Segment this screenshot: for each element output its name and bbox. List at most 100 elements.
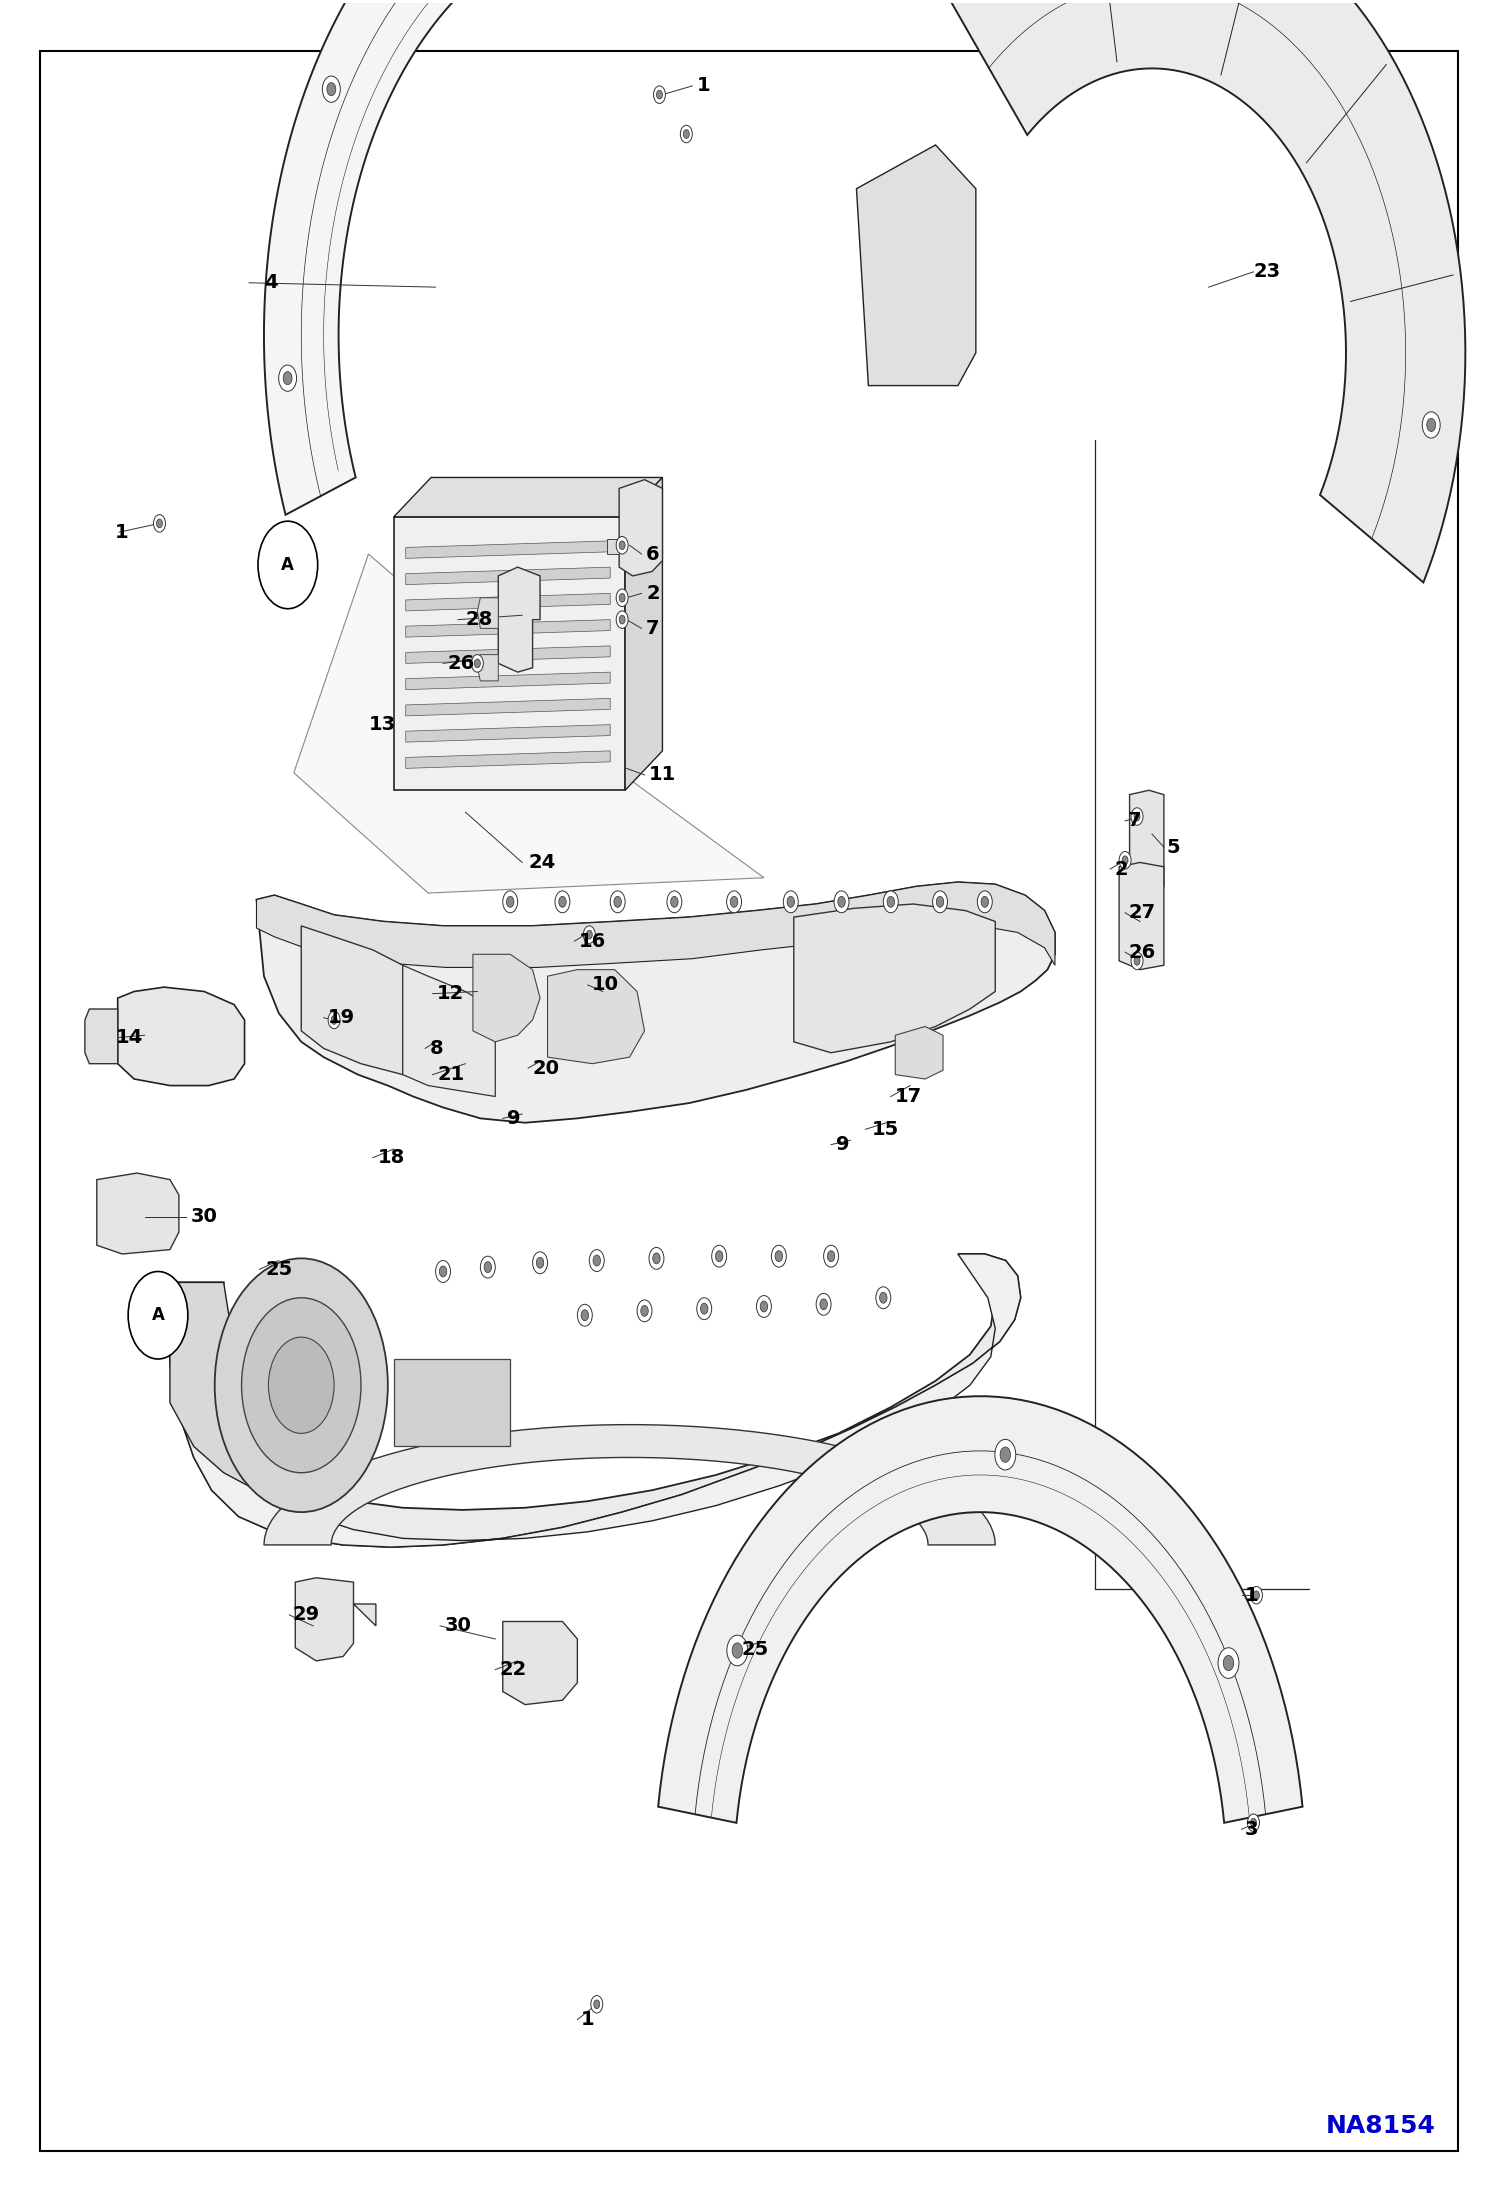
- Circle shape: [759, 1300, 767, 1311]
- Text: 9: 9: [836, 1136, 849, 1154]
- Polygon shape: [406, 724, 610, 741]
- Circle shape: [653, 1252, 661, 1263]
- Polygon shape: [406, 671, 610, 689]
- Polygon shape: [619, 480, 662, 577]
- Text: 12: 12: [437, 985, 464, 1002]
- Text: 16: 16: [578, 932, 607, 952]
- Text: 27: 27: [1128, 904, 1155, 923]
- Polygon shape: [256, 882, 1055, 967]
- Circle shape: [590, 1996, 602, 2013]
- Circle shape: [667, 890, 682, 912]
- Circle shape: [331, 1015, 337, 1024]
- Circle shape: [475, 660, 481, 667]
- Circle shape: [1131, 952, 1143, 969]
- Polygon shape: [256, 882, 1055, 1123]
- Text: A: A: [151, 1307, 165, 1325]
- Polygon shape: [896, 1026, 944, 1079]
- Circle shape: [783, 890, 798, 912]
- Circle shape: [619, 542, 625, 550]
- Polygon shape: [169, 1254, 1020, 1546]
- Polygon shape: [478, 656, 499, 680]
- Polygon shape: [1129, 789, 1164, 890]
- Text: 17: 17: [896, 1088, 923, 1105]
- Circle shape: [1131, 807, 1143, 825]
- Circle shape: [733, 1643, 743, 1658]
- Circle shape: [637, 1300, 652, 1322]
- Text: 18: 18: [377, 1149, 404, 1167]
- Circle shape: [1426, 419, 1435, 432]
- Text: A: A: [282, 557, 294, 575]
- Circle shape: [981, 897, 989, 908]
- Polygon shape: [503, 1621, 577, 1704]
- Circle shape: [503, 890, 518, 912]
- Polygon shape: [403, 965, 496, 1096]
- Circle shape: [1001, 1447, 1011, 1463]
- Polygon shape: [294, 555, 764, 893]
- Text: 1: 1: [1245, 1586, 1258, 1605]
- Circle shape: [680, 125, 692, 143]
- Circle shape: [887, 897, 894, 908]
- Polygon shape: [406, 697, 610, 715]
- Circle shape: [536, 1257, 544, 1268]
- Polygon shape: [169, 1283, 256, 1491]
- Circle shape: [824, 1246, 839, 1268]
- Text: 9: 9: [508, 1110, 521, 1127]
- Circle shape: [834, 890, 849, 912]
- Polygon shape: [499, 568, 541, 671]
- Circle shape: [279, 364, 297, 390]
- Circle shape: [716, 1250, 724, 1261]
- Circle shape: [610, 890, 625, 912]
- Circle shape: [616, 537, 628, 555]
- Circle shape: [1134, 811, 1140, 820]
- Circle shape: [436, 1261, 451, 1283]
- Circle shape: [936, 897, 944, 908]
- Text: 1: 1: [115, 522, 129, 542]
- Polygon shape: [295, 1577, 376, 1660]
- Circle shape: [786, 897, 794, 908]
- Text: 20: 20: [533, 1059, 560, 1077]
- Circle shape: [581, 1309, 589, 1320]
- Circle shape: [589, 1250, 604, 1272]
- Text: 11: 11: [649, 765, 676, 785]
- Polygon shape: [625, 478, 662, 789]
- Text: 4: 4: [264, 274, 277, 292]
- Circle shape: [577, 1305, 592, 1327]
- Circle shape: [1218, 1647, 1239, 1678]
- Circle shape: [214, 1259, 388, 1513]
- Polygon shape: [301, 925, 403, 1075]
- Circle shape: [879, 1292, 887, 1303]
- Circle shape: [268, 1338, 334, 1434]
- Circle shape: [827, 1250, 834, 1261]
- Circle shape: [153, 515, 165, 533]
- Text: 3: 3: [1245, 1820, 1258, 1838]
- Text: 29: 29: [292, 1605, 319, 1625]
- Circle shape: [727, 890, 742, 912]
- Circle shape: [819, 1298, 827, 1309]
- Text: 26: 26: [448, 654, 475, 673]
- Circle shape: [731, 897, 739, 908]
- Circle shape: [649, 1248, 664, 1270]
- Text: 22: 22: [500, 1660, 527, 1680]
- Circle shape: [533, 1252, 548, 1274]
- Circle shape: [727, 1636, 748, 1667]
- Polygon shape: [658, 1397, 1303, 1822]
- Text: 25: 25: [742, 1640, 768, 1660]
- Circle shape: [241, 1298, 361, 1474]
- Circle shape: [484, 1261, 491, 1272]
- Text: 1: 1: [580, 2011, 595, 2029]
- Circle shape: [619, 616, 625, 625]
- Circle shape: [774, 1250, 782, 1261]
- Circle shape: [1119, 851, 1131, 868]
- Circle shape: [756, 1296, 771, 1318]
- Text: 19: 19: [328, 1009, 355, 1026]
- Circle shape: [327, 83, 336, 96]
- Polygon shape: [394, 518, 625, 789]
- Text: 24: 24: [529, 853, 556, 873]
- Text: 13: 13: [369, 715, 395, 735]
- Text: 7: 7: [646, 618, 659, 638]
- Polygon shape: [169, 1254, 1020, 1546]
- Polygon shape: [406, 621, 610, 638]
- Polygon shape: [406, 647, 610, 664]
- Circle shape: [1224, 1656, 1234, 1671]
- Circle shape: [671, 897, 679, 908]
